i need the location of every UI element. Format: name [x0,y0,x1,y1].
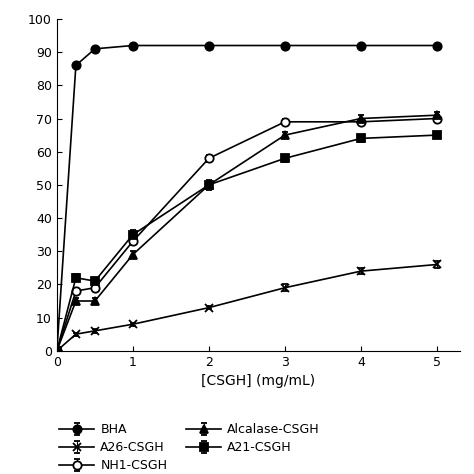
Legend: BHA, A26-CSGH, NH1-CSGH, Alcalase-CSGH, A21-CSGH: BHA, A26-CSGH, NH1-CSGH, Alcalase-CSGH, … [59,423,320,473]
X-axis label: [CSGH] (mg/mL): [CSGH] (mg/mL) [201,374,315,388]
